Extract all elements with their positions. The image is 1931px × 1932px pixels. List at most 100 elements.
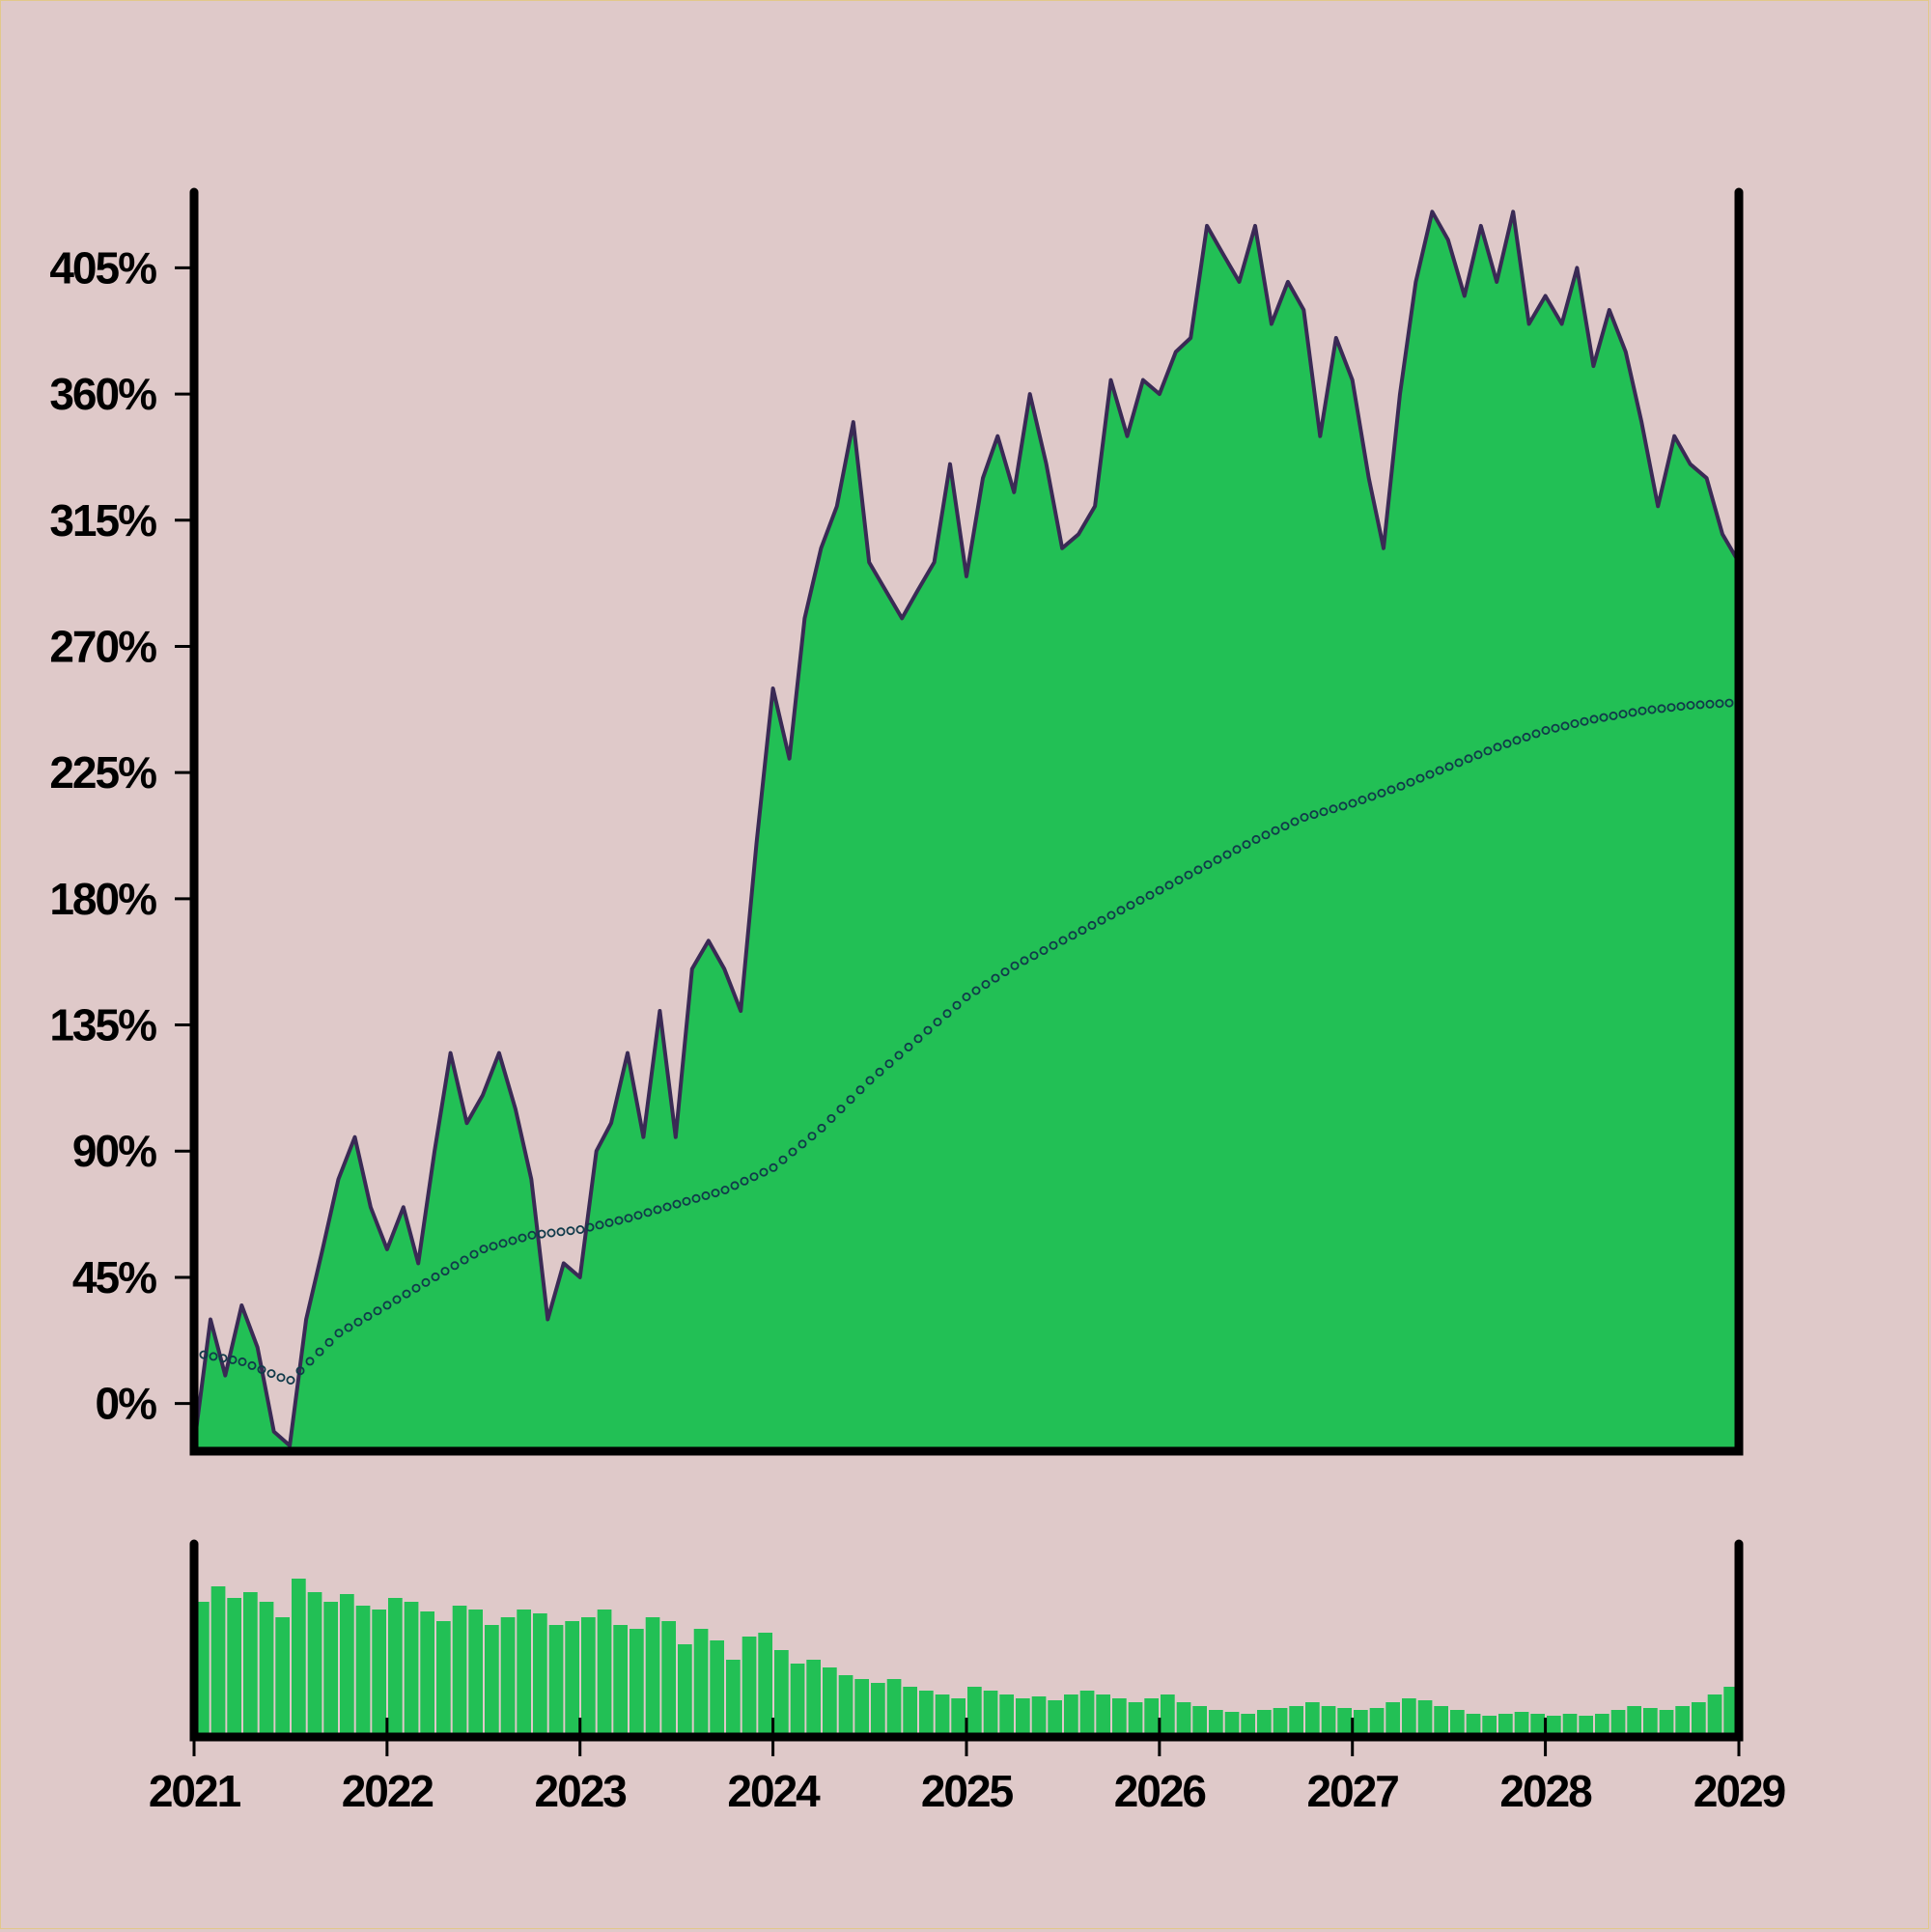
volume-bar (1675, 1706, 1690, 1737)
x-tick-label: 2025 (921, 1766, 1014, 1816)
moving-average-point (575, 1225, 585, 1235)
volume-bar (967, 1687, 982, 1737)
moving-average-point (257, 1365, 266, 1375)
volume-bar (1498, 1714, 1513, 1737)
moving-average-point (1444, 762, 1454, 771)
moving-average-point (382, 1301, 392, 1310)
moving-average-point (1087, 920, 1097, 930)
volume-bar (1112, 1698, 1127, 1737)
volume-bar (1096, 1694, 1110, 1737)
volume-bar (1192, 1706, 1207, 1737)
moving-average-point (1435, 766, 1444, 775)
volume-bar (1128, 1702, 1143, 1737)
moving-average-point (904, 1042, 913, 1051)
volume-bar (1079, 1691, 1095, 1737)
main-axis-frame (189, 187, 1744, 1456)
moving-average-point (1715, 699, 1724, 709)
volume-bar (1659, 1710, 1674, 1737)
volume-bar (999, 1694, 1014, 1737)
moving-average-point (1010, 961, 1020, 970)
moving-average-point (556, 1227, 566, 1237)
moving-average-point (1029, 951, 1039, 961)
moving-average-point (894, 1050, 904, 1060)
y-tick-label: 225% (49, 747, 156, 798)
moving-average-point (1396, 781, 1406, 791)
moving-average-point (1271, 826, 1280, 835)
volume-bar (726, 1660, 741, 1737)
x-tick-label: 2023 (535, 1766, 627, 1816)
moving-average-point (276, 1373, 286, 1383)
volume-bar (1176, 1702, 1191, 1737)
moving-average-point (942, 1009, 952, 1019)
moving-average-point (981, 980, 991, 990)
volume-bar (1466, 1714, 1481, 1737)
volume-bar (1224, 1712, 1240, 1737)
volume-bar (1514, 1712, 1529, 1737)
volume-bar (436, 1621, 451, 1737)
moving-average-point (788, 1147, 798, 1157)
moving-average-point (778, 1155, 788, 1164)
volume-bar (1385, 1702, 1400, 1737)
volume-bar (210, 1586, 226, 1737)
moving-average-point (1560, 721, 1570, 731)
moving-average-point (1618, 710, 1628, 719)
moving-average-point (460, 1255, 469, 1265)
moving-average-point (672, 1199, 682, 1209)
moving-average-point (604, 1218, 614, 1227)
volume-bar (951, 1698, 966, 1737)
moving-average-point (1049, 940, 1058, 950)
volume-bar (1354, 1710, 1368, 1737)
x-tick-label: 2027 (1307, 1766, 1399, 1816)
volume-bar (1241, 1714, 1255, 1737)
y-tick-label: 360% (49, 369, 156, 419)
volume-layer (195, 1579, 1738, 1737)
moving-average-point (1522, 732, 1531, 742)
volume-bar (742, 1637, 757, 1737)
moving-average-point (1145, 890, 1155, 900)
volume-bar (372, 1610, 386, 1737)
volume-bar (517, 1610, 531, 1737)
moving-average-point (1280, 822, 1290, 831)
moving-average-point (431, 1272, 440, 1281)
volume-bar (1289, 1706, 1303, 1737)
moving-average-point (315, 1347, 324, 1357)
moving-average-point (489, 1242, 498, 1251)
y-tick-label: 0% (96, 1379, 157, 1429)
moving-average-point (199, 1350, 209, 1359)
volume-bar (1562, 1714, 1578, 1737)
moving-average-point (286, 1376, 295, 1386)
moving-average-point (682, 1196, 691, 1206)
volume-bar (1692, 1702, 1706, 1737)
moving-average-point (585, 1222, 595, 1232)
volume-bar (1579, 1716, 1593, 1737)
moving-average-point (1232, 845, 1242, 854)
volume-bar (710, 1640, 724, 1737)
volume-bar (1707, 1694, 1722, 1737)
volume-bar (903, 1687, 917, 1737)
volume-bar (1209, 1710, 1223, 1737)
moving-average-point (1020, 956, 1029, 966)
moving-average-point (1695, 700, 1705, 710)
volume-bar (468, 1610, 483, 1737)
volume-bar (404, 1602, 419, 1737)
y-tick-label: 270% (49, 621, 156, 671)
moving-average-point (1164, 881, 1174, 890)
moving-average-point (1657, 704, 1666, 714)
moving-average-point (1329, 804, 1338, 814)
volume-bar (243, 1592, 258, 1737)
moving-average-point (971, 986, 981, 995)
volume-bar (565, 1621, 579, 1737)
moving-average-point (266, 1369, 276, 1379)
moving-average-point (1666, 703, 1676, 713)
moving-average-point (759, 1167, 769, 1177)
moving-average-point (662, 1202, 672, 1212)
moving-average-point (1580, 716, 1589, 726)
moving-average-point (1290, 817, 1300, 826)
moving-average-point (1541, 726, 1551, 736)
moving-average-point (1454, 758, 1464, 768)
moving-average-point (1000, 967, 1010, 977)
volume-bar (693, 1629, 709, 1737)
volume-bar (823, 1667, 837, 1737)
moving-average-point (807, 1132, 817, 1141)
moving-average-point (798, 1139, 807, 1149)
